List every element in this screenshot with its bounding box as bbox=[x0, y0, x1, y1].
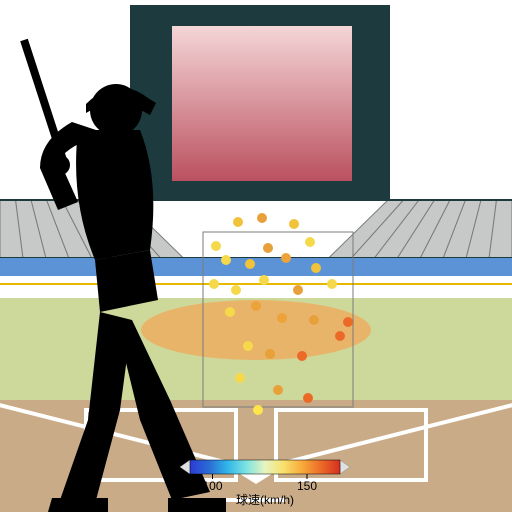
pitch-marker bbox=[309, 315, 319, 325]
pitch-marker bbox=[311, 263, 321, 273]
pitch-marker bbox=[211, 241, 221, 251]
pitch-marker bbox=[209, 279, 219, 289]
pitch-marker bbox=[273, 385, 283, 395]
pitch-marker bbox=[281, 253, 291, 263]
pitch-marker bbox=[245, 259, 255, 269]
pitch-marker bbox=[221, 255, 231, 265]
pitch-marker bbox=[263, 243, 273, 253]
legend-tick: 100 bbox=[202, 479, 222, 493]
pitch-marker bbox=[335, 331, 345, 341]
pitch-marker bbox=[233, 217, 243, 227]
pitch-marker bbox=[235, 373, 245, 383]
pitch-marker bbox=[305, 237, 315, 247]
pitch-marker bbox=[231, 285, 241, 295]
scoreboard bbox=[130, 5, 390, 205]
pitch-marker bbox=[265, 349, 275, 359]
pitch-marker bbox=[303, 393, 313, 403]
pitch-marker bbox=[253, 405, 263, 415]
stage-svg: 100 150 球速(km/h) bbox=[0, 0, 512, 512]
outfield-wall bbox=[0, 276, 512, 298]
pitch-marker bbox=[289, 219, 299, 229]
pitch-marker bbox=[343, 317, 353, 327]
pitch-marker bbox=[225, 307, 235, 317]
legend-label: 球速(km/h) bbox=[236, 493, 294, 507]
pitch-marker bbox=[257, 213, 267, 223]
stands bbox=[0, 200, 512, 258]
pitch-marker bbox=[243, 341, 253, 351]
pitch-marker bbox=[293, 285, 303, 295]
pitch-marker bbox=[327, 279, 337, 289]
sky-band bbox=[0, 258, 512, 276]
pitch-marker bbox=[251, 301, 261, 311]
legend-tick: 150 bbox=[297, 479, 317, 493]
pitch-location-chart: 100 150 球速(km/h) bbox=[0, 0, 512, 512]
pitch-marker bbox=[277, 313, 287, 323]
pitch-marker bbox=[259, 275, 269, 285]
pitch-marker bbox=[297, 351, 307, 361]
